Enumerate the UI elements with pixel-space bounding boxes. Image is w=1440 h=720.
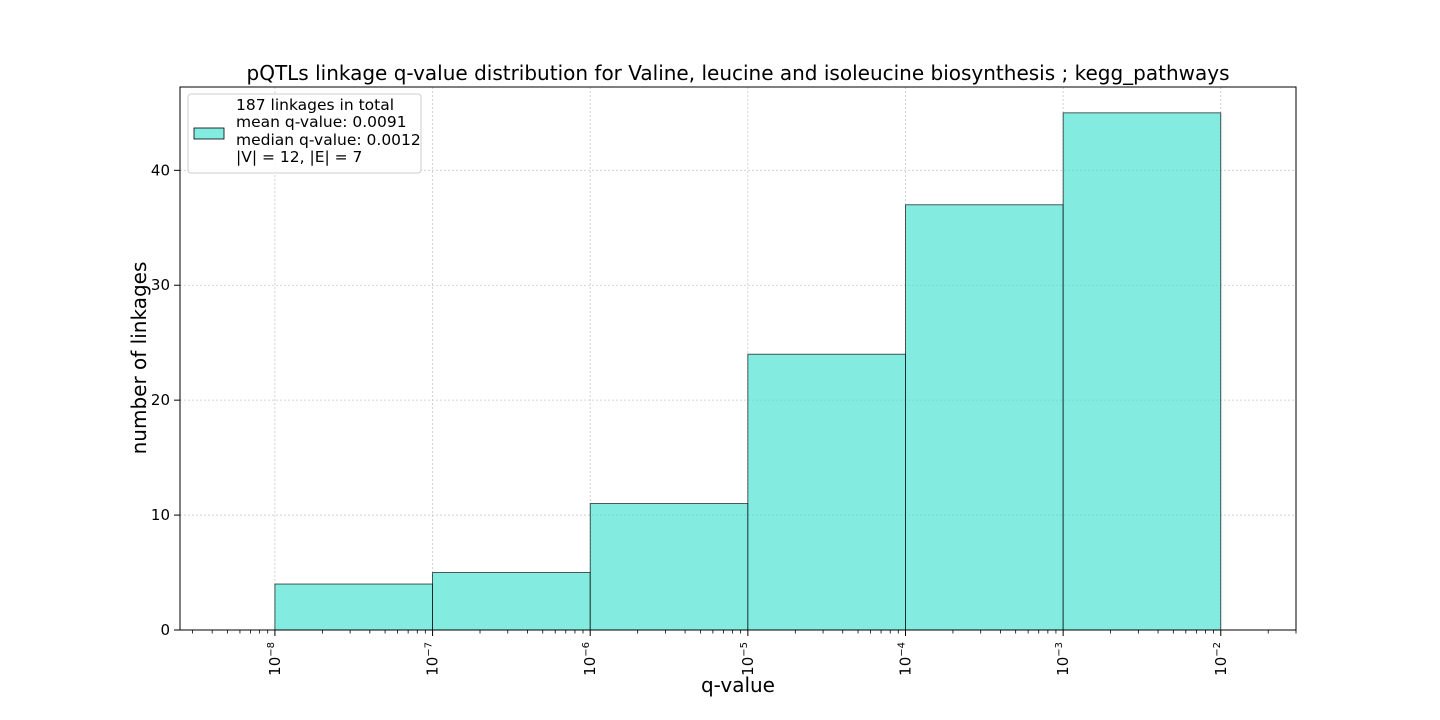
y-tick-label-2: 20: [151, 391, 170, 409]
chart-title: pQTLs linkage q-value distribution for V…: [247, 61, 1230, 85]
y-tick-label-0: 0: [160, 621, 170, 639]
y-tick-label-4: 40: [151, 161, 170, 179]
x-axis-label: q-value: [701, 673, 775, 697]
legend: 187 linkages in total mean q-value: 0.00…: [187, 93, 422, 174]
bar-2: [589, 503, 749, 631]
bar-5: [1062, 112, 1222, 631]
bar-3: [747, 353, 906, 631]
legend-line-mean: mean q-value: 0.0091: [236, 113, 407, 131]
x-tick-label-0: 10−8: [266, 642, 284, 676]
legend-line-median: median q-value: 0.0012: [236, 131, 421, 149]
y-tick-label-3: 30: [151, 276, 170, 294]
plot-frame: [179, 86, 1297, 631]
legend-swatch: [193, 127, 225, 140]
x-tick-label-4: 10−4: [896, 642, 914, 676]
legend-line-total: 187 linkages in total: [236, 96, 394, 114]
bars: [274, 112, 1222, 631]
bar-0: [274, 583, 433, 631]
x-tick-label-6: 10−2: [1212, 642, 1230, 676]
y-axis-label: number of linkages: [127, 262, 151, 455]
bar-4: [905, 204, 1064, 631]
bar-1: [432, 572, 591, 631]
legend-frame: [187, 93, 422, 174]
x-tick-label-1: 10−7: [424, 642, 442, 676]
x-tick-label-5: 10−3: [1054, 642, 1072, 676]
legend-line-graph-size: |V| = 12, |E| = 7: [236, 148, 362, 166]
y-axis-ticks: 0 10 20 30 40: [151, 161, 180, 639]
y-tick-label-1: 10: [151, 506, 170, 524]
x-tick-label-2: 10−6: [581, 642, 599, 676]
x-tick-label-3: 10−5: [739, 642, 757, 676]
x-axis-ticks: 10−8 10−7 10−6 10−5 10−4 10−3 10−2: [192, 630, 1297, 676]
